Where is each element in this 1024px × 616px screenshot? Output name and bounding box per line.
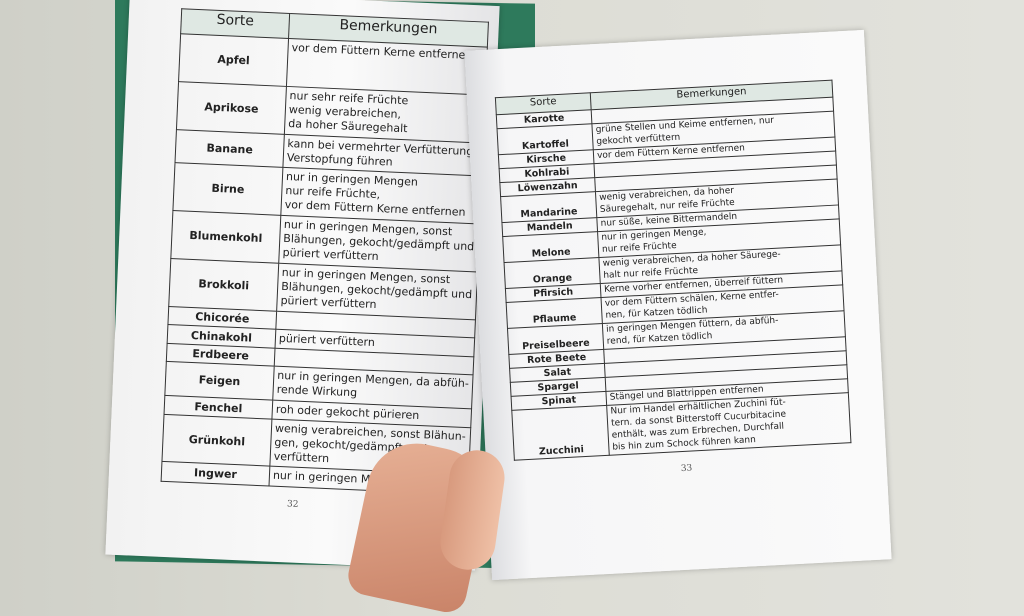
sort-cell: Zucchini bbox=[511, 405, 610, 461]
sort-cell: Banane bbox=[175, 129, 285, 168]
sort-cell: Blumenkohl bbox=[170, 210, 281, 264]
left-table: Sorte Bemerkungen Apfel vor dem Füttern K… bbox=[161, 8, 489, 495]
page-number: 32 bbox=[286, 499, 299, 510]
sort-cell: Brokkoli bbox=[168, 258, 279, 312]
notes-cell: nur in geringen Mengen, sonst Blähungen,… bbox=[276, 263, 478, 320]
sort-cell: Birne bbox=[172, 162, 283, 216]
sort-cell: Grünkohl bbox=[161, 414, 272, 467]
sort-cell: Ingwer bbox=[161, 461, 270, 487]
notes-cell: nur in geringen Mengen, sonst Blähungen,… bbox=[278, 215, 480, 272]
right-table: Sorte Bemerkungen Karotte Kartoffel grüne … bbox=[495, 80, 852, 461]
notes-cell: vor dem Füttern Kerne entfernen bbox=[286, 38, 488, 96]
sort-cell: Apfel bbox=[178, 33, 289, 87]
notes-cell: nur in geringen Mengen nur reife Früchte… bbox=[280, 167, 482, 224]
page-number: 33 bbox=[680, 463, 693, 475]
sort-cell: Feigen bbox=[164, 361, 275, 401]
sort-cell: Aprikose bbox=[176, 81, 287, 135]
right-page: Sorte Bemerkungen Karotte Kartoffel grüne … bbox=[464, 29, 892, 581]
notes-cell: nur sehr reife Früchte wenig verabreiche… bbox=[284, 86, 485, 144]
